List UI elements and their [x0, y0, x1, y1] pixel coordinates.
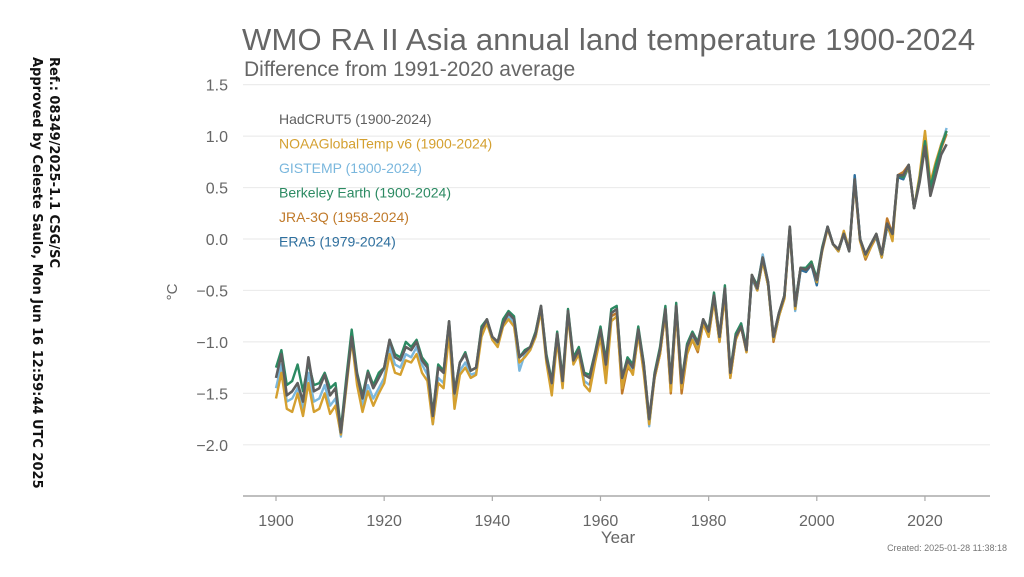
- x-tick-label: 1920: [366, 513, 402, 530]
- series-lines: [274, 127, 948, 438]
- gridlines: [243, 84, 990, 446]
- series-line-noaaglobaltemp: [274, 129, 948, 436]
- chart-title: WMO RA II Asia annual land temperature 1…: [242, 22, 976, 57]
- y-tick-label: −2.0: [196, 438, 228, 455]
- x-tick-label: 1940: [475, 513, 511, 530]
- y-tick-label: −1.0: [196, 335, 228, 352]
- y-tick-label: 0.0: [206, 232, 228, 249]
- x-tick-label: 2020: [907, 513, 943, 530]
- y-tick-label: −1.5: [196, 386, 228, 403]
- y-tick-label: −0.5: [196, 283, 228, 300]
- legend-entry: HadCRUT5 (1900-2024): [279, 111, 432, 127]
- y-axis-ticks: 1.5 1.0 0.5 0.0 −0.5 −1.0 −1.5 −2.0: [196, 78, 228, 455]
- legend-entry: ERA5 (1979-2024): [279, 234, 396, 250]
- x-tick-label: 1960: [583, 513, 619, 530]
- y-axis-label: °C: [164, 283, 181, 300]
- x-axis: 1900 1920 1940 1960 1980 2000 2020: [243, 495, 990, 530]
- x-tick-label: 1980: [691, 513, 727, 530]
- x-tick-label: 2000: [799, 513, 835, 530]
- chart-subtitle: Difference from 1991-2020 average: [244, 58, 576, 81]
- legend-entry: NOAAGlobalTemp v6 (1900-2024): [279, 136, 492, 152]
- created-timestamp: Created: 2025-01-28 11:38:18: [887, 543, 1007, 553]
- y-tick-label: 1.0: [206, 129, 228, 146]
- y-tick-label: 0.5: [206, 181, 228, 198]
- x-tick-label: 1900: [258, 513, 294, 530]
- legend-entry: Berkeley Earth (1900-2024): [279, 185, 451, 201]
- legend: HadCRUT5 (1900-2024) NOAAGlobalTemp v6 (1…: [279, 111, 492, 250]
- legend-entry: GISTEMP (1900-2024): [279, 160, 422, 176]
- series-line-hadcrut5: [274, 143, 948, 434]
- y-tick-label: 1.5: [206, 78, 228, 95]
- legend-entry: JRA-3Q (1958-2024): [279, 209, 409, 225]
- x-axis-label: Year: [601, 528, 636, 547]
